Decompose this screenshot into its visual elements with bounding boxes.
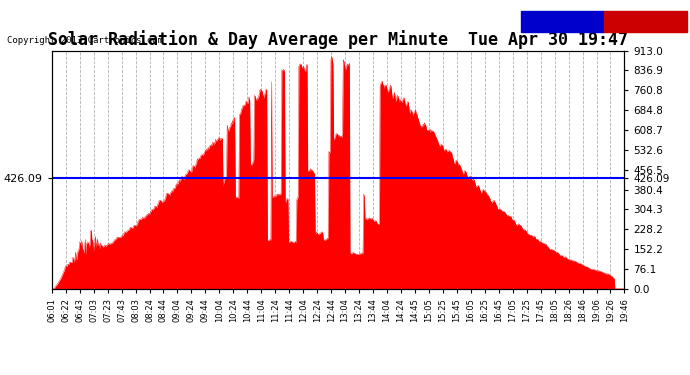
Title: Solar Radiation & Day Average per Minute  Tue Apr 30 19:47: Solar Radiation & Day Average per Minute…	[48, 30, 628, 49]
Text: Radiation (w/m2): Radiation (w/m2)	[602, 17, 689, 26]
Text: Median (w/m2): Median (w/m2)	[524, 17, 600, 26]
Text: Copyright 2013 Cartronics.com: Copyright 2013 Cartronics.com	[7, 36, 163, 45]
